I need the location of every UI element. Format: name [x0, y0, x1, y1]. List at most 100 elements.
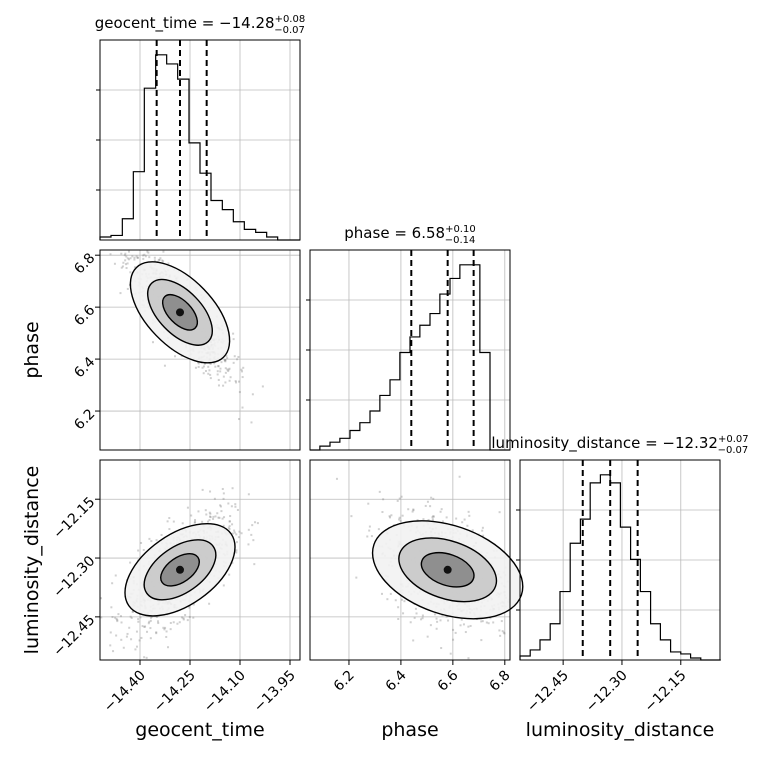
scatter-point — [452, 638, 455, 641]
scatter-point — [228, 573, 231, 576]
scatter-point — [120, 638, 123, 641]
scatter-point — [236, 508, 239, 511]
scatter-point — [194, 520, 197, 523]
scatter-point — [120, 266, 123, 269]
scatter-point — [487, 622, 490, 625]
scatter-point — [128, 626, 131, 629]
scatter-point — [214, 365, 217, 368]
scatter-point — [188, 615, 191, 618]
scatter-point — [148, 256, 151, 259]
scatter-point — [192, 603, 195, 606]
scatter-point — [131, 255, 134, 258]
scatter-point — [251, 524, 254, 527]
scatter-point — [250, 533, 253, 536]
scatter-point — [162, 260, 165, 263]
scatter-point — [134, 648, 137, 651]
scatter-point — [217, 378, 220, 381]
scatter-point — [120, 252, 123, 255]
scatter-point — [119, 615, 122, 618]
scatter-point — [228, 527, 231, 530]
scatter-point — [217, 365, 220, 368]
scatter-point — [498, 629, 501, 632]
scatter-point — [157, 258, 160, 261]
scatter-point — [247, 493, 250, 496]
scatter-point — [222, 584, 225, 587]
scatter-point — [432, 515, 435, 518]
scatter-point — [212, 515, 215, 518]
x-axis-label-geocent_time: geocent_time — [135, 719, 264, 741]
scatter-point — [126, 257, 129, 260]
scatter-point — [126, 287, 129, 290]
scatter-point — [233, 355, 236, 358]
scatter-point — [397, 617, 400, 620]
scatter-point — [440, 508, 443, 511]
scatter-point — [224, 360, 227, 363]
scatter-point — [110, 606, 113, 609]
scatter-point — [234, 380, 237, 383]
scatter-point — [114, 574, 117, 577]
scatter-point — [127, 258, 130, 261]
scatter-point — [441, 520, 444, 523]
panel-title-geocent_time: geocent_time = −14.28+0.08 −0.07 — [95, 14, 305, 36]
ytick-label-phase-2: 6.6 — [71, 302, 98, 329]
scatter-point — [254, 521, 257, 524]
scatter-point — [467, 510, 470, 513]
scatter-point — [131, 610, 134, 613]
scatter-point — [232, 332, 235, 335]
scatter-point — [223, 516, 226, 519]
scatter-point — [390, 514, 393, 517]
scatter-point — [192, 616, 195, 619]
scatter-point — [377, 528, 380, 531]
scatter-point — [176, 622, 179, 625]
scatter-point — [115, 634, 118, 637]
hist-frame-phase — [309, 249, 511, 451]
scatter-point — [222, 375, 225, 378]
scatter-point — [389, 592, 392, 595]
scatter-point — [193, 521, 196, 524]
scatter-point — [382, 498, 385, 501]
scatter-point — [445, 615, 448, 618]
scatter-point — [433, 613, 436, 616]
scatter-point — [129, 271, 132, 274]
scatter-point — [119, 292, 122, 295]
scatter-point — [481, 529, 484, 532]
scatter-point — [207, 520, 210, 523]
ytick-label-luminosity_distance-0: −12.45 — [50, 612, 98, 660]
scatter-point — [335, 477, 338, 480]
hist-line-geocent_time — [99, 54, 300, 241]
scatter-point — [139, 616, 142, 619]
scatter-point — [144, 255, 147, 258]
xtick-label-phase-2: 6.6 — [435, 667, 462, 694]
scatter-point — [482, 534, 485, 537]
scatter-point — [165, 630, 168, 633]
scatter-point — [241, 406, 244, 409]
hist-panel-luminosity_distance: luminosity_distance = −12.32+0.07 −0.07 — [491, 434, 749, 661]
scatter-point — [235, 551, 238, 554]
scatter-point — [464, 631, 467, 634]
scatter-point — [117, 613, 120, 616]
scatter-point — [480, 620, 483, 623]
scatter-point — [172, 621, 175, 624]
scatter-point — [207, 372, 210, 375]
panels-layer: geocent_time = −14.28+0.08 −0.07 phase = 6… — [21, 14, 749, 741]
scatter-point — [214, 515, 217, 518]
scatter-point — [432, 515, 435, 518]
scatter-point — [227, 368, 230, 371]
scatter-point — [217, 365, 220, 368]
scatter-point — [133, 266, 136, 269]
scatter-point — [159, 257, 162, 260]
scatter-point — [122, 261, 125, 264]
scatter-point — [247, 528, 250, 531]
scatter-point — [231, 487, 234, 490]
scatter-point — [133, 258, 136, 261]
scatter-point — [368, 529, 371, 532]
scatter-point — [235, 541, 238, 544]
scatter-point — [158, 259, 161, 262]
scatter-point — [208, 369, 211, 372]
scatter-point — [202, 365, 205, 368]
xtick-label-luminosity_distance-2: −12.15 — [642, 668, 690, 716]
scatter-point — [155, 632, 158, 635]
scatter-point — [252, 539, 255, 542]
scatter-point — [130, 616, 133, 619]
scatter-point — [222, 497, 225, 500]
